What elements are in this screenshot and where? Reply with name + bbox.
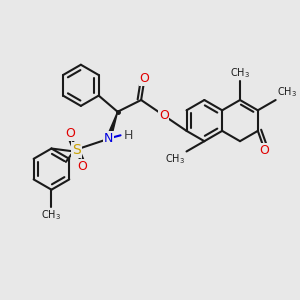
Text: O: O bbox=[66, 127, 76, 140]
Text: O: O bbox=[259, 144, 268, 157]
Polygon shape bbox=[106, 112, 118, 139]
Text: H: H bbox=[124, 129, 133, 142]
Text: CH$_3$: CH$_3$ bbox=[230, 66, 250, 80]
Text: O: O bbox=[139, 72, 149, 85]
Text: CH$_3$: CH$_3$ bbox=[41, 209, 62, 223]
Text: CH$_3$: CH$_3$ bbox=[277, 85, 297, 99]
Text: O: O bbox=[77, 160, 87, 173]
Text: CH$_3$: CH$_3$ bbox=[165, 152, 185, 166]
Text: S: S bbox=[72, 143, 81, 157]
Text: O: O bbox=[159, 109, 169, 122]
Text: N: N bbox=[104, 132, 113, 145]
